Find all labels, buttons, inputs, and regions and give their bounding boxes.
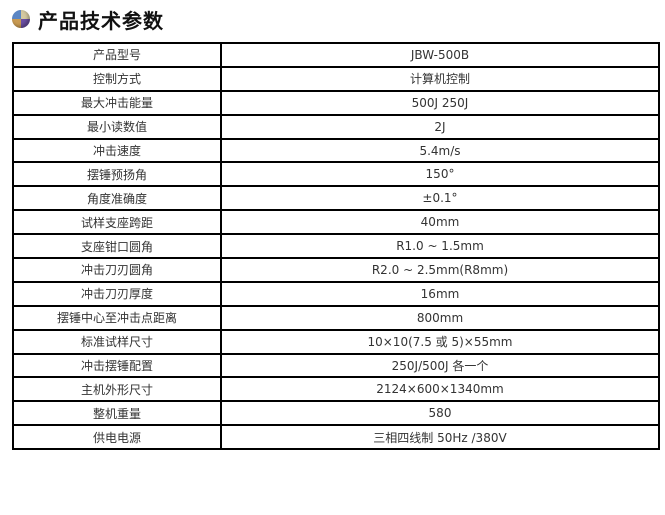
table-row: 最小读数值 2J xyxy=(12,113,660,140)
spec-label: 冲击速度 xyxy=(12,137,222,164)
table-row: 冲击速度 5.4m/s xyxy=(12,137,660,164)
spec-label: 冲击刀刃厚度 xyxy=(12,280,222,307)
table-row: 冲击刀刃厚度 16mm xyxy=(12,280,660,307)
spec-label: 冲击摆锤配置 xyxy=(12,352,222,379)
spec-value: 500J 250J xyxy=(220,89,660,116)
spec-value: 三相四线制 50Hz /380V xyxy=(220,424,660,451)
spec-value: 5.4m/s xyxy=(220,137,660,164)
spec-value: 250J/500J 各一个 xyxy=(220,352,660,379)
spec-value: R2.0 ~ 2.5mm(R8mm) xyxy=(220,257,660,283)
spec-value: 40mm xyxy=(220,209,660,236)
spec-label: 支座钳口圆角 xyxy=(12,233,222,260)
spec-value: R1.0 ~ 1.5mm xyxy=(220,233,660,260)
table-row: 最大冲击能量 500J 250J xyxy=(12,89,660,116)
table-row: 支座钳口圆角 R1.0 ~ 1.5mm xyxy=(12,233,660,260)
section-header: 产品技术参数 xyxy=(12,6,164,33)
table-row: 摆锤预扬角 150° xyxy=(12,161,660,188)
spec-label: 控制方式 xyxy=(12,65,222,92)
table-row: 整机重量 580 xyxy=(12,400,660,427)
spec-label: 产品型号 xyxy=(12,42,222,68)
spec-value: 16mm xyxy=(220,280,660,307)
colored-ball-bullet-icon xyxy=(12,10,30,28)
spec-label: 主机外形尺寸 xyxy=(12,376,222,403)
spec-value: JBW-500B xyxy=(220,42,660,68)
spec-value: 10×10(7.5 或 5)×55mm xyxy=(220,328,660,355)
spec-label: 试样支座跨距 xyxy=(12,209,222,236)
spec-value: 580 xyxy=(220,400,660,427)
spec-label: 标准试样尺寸 xyxy=(12,328,222,355)
section-title: 产品技术参数 xyxy=(38,8,164,33)
spec-value: 2124×600×1340mm xyxy=(220,376,660,403)
table-row: 标准试样尺寸 10×10(7.5 或 5)×55mm xyxy=(12,328,660,355)
spec-label: 摆锤中心至冲击点距离 xyxy=(12,304,222,331)
spec-value: 150° xyxy=(220,161,660,188)
spec-value: 2J xyxy=(220,113,660,140)
table-row: 控制方式 计算机控制 xyxy=(12,65,660,92)
spec-label: 最大冲击能量 xyxy=(12,89,222,116)
table-row: 主机外形尺寸 2124×600×1340mm xyxy=(12,376,660,403)
table-row: 冲击刀刃圆角 R2.0 ~ 2.5mm(R8mm) xyxy=(12,257,660,283)
spec-label: 摆锤预扬角 xyxy=(12,161,222,188)
spec-label: 供电电源 xyxy=(12,424,222,451)
table-row: 摆锤中心至冲击点距离 800mm xyxy=(12,304,660,331)
table-row: 供电电源 三相四线制 50Hz /380V xyxy=(12,424,660,451)
table-row: 角度准确度 ±0.1° xyxy=(12,185,660,212)
spec-table: 产品型号 JBW-500B 控制方式 计算机控制 最大冲击能量 500J 250J 最小读数… xyxy=(12,42,660,451)
spec-label: 最小读数值 xyxy=(12,113,222,140)
table-row: 冲击摆锤配置 250J/500J 各一个 xyxy=(12,352,660,379)
spec-label: 整机重量 xyxy=(12,400,222,427)
spec-value: 计算机控制 xyxy=(220,65,660,92)
spec-value: 800mm xyxy=(220,304,660,331)
spec-label: 角度准确度 xyxy=(12,185,222,212)
spec-label: 冲击刀刃圆角 xyxy=(12,257,222,283)
spec-value: ±0.1° xyxy=(220,185,660,212)
table-row: 产品型号 JBW-500B xyxy=(12,42,660,68)
table-row: 试样支座跨距 40mm xyxy=(12,209,660,236)
